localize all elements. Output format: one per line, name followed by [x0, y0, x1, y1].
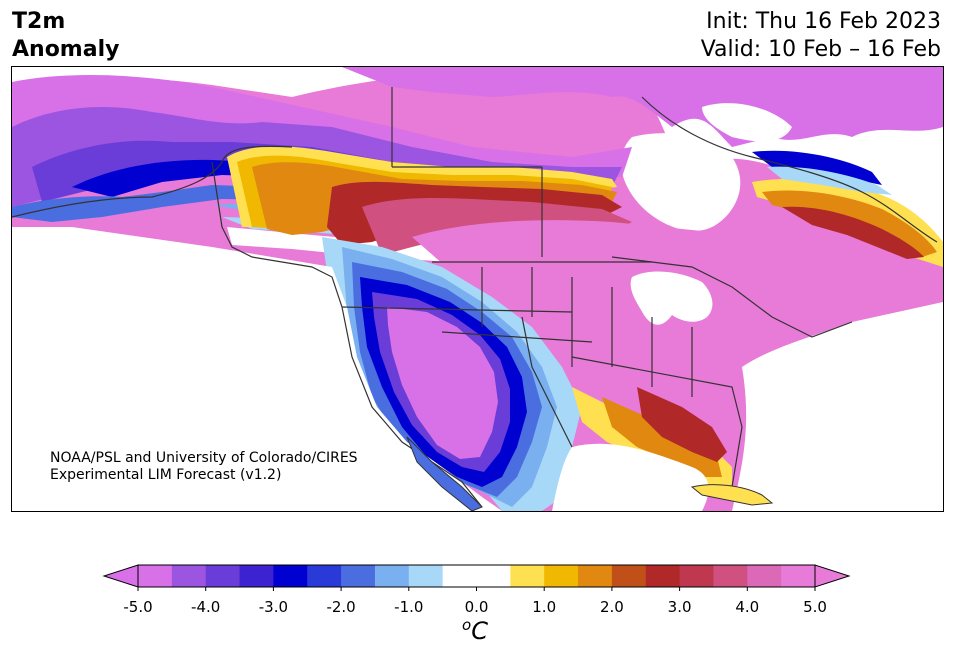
colorbar-unit: oC — [462, 616, 488, 645]
colorbar-swatch — [578, 565, 613, 587]
arctic-islands — [342, 67, 943, 147]
colorbar-tick-label: -1.0 — [394, 598, 423, 616]
colorbar-swatch — [747, 565, 782, 587]
colorbar-swatch — [138, 565, 173, 587]
baja-tip — [406, 436, 483, 511]
anomaly-map: NOAA/PSL and University of Colorado/CIRE… — [11, 66, 944, 512]
colorbar-swatch — [544, 565, 579, 587]
colorbar-tick-label: -3.0 — [259, 598, 288, 616]
colorbar-swatch — [239, 565, 274, 587]
forecast-dates: Init: Thu 16 Feb 2023 Valid: 10 Feb – 16… — [701, 8, 941, 64]
unit-letter: C — [471, 617, 488, 645]
great-lakes — [630, 271, 713, 325]
colorbar-swatch — [341, 565, 376, 587]
title-line-1: T2m — [12, 9, 66, 34]
valid-range: Valid: 10 Feb – 16 Feb — [700, 37, 941, 62]
colorbar-swatch — [781, 565, 816, 587]
colorbar-tick-label: -5.0 — [123, 598, 152, 616]
colorbar-ticks: -5.0 -4.0 -3.0 -2.0 -1.0 0.0 1.0 2.0 3.0 4.0 5.0 — [123, 587, 827, 616]
cuba — [690, 484, 774, 506]
hudson-bay — [621, 133, 741, 231]
colorbar-swatches — [102, 564, 851, 588]
title-line-2: Anomaly — [12, 37, 120, 62]
colorbar-swatch — [713, 565, 748, 587]
anomaly-map-svg — [12, 67, 943, 511]
alaska-cold-purple — [12, 107, 622, 207]
colorbar-tick-label: 2.0 — [600, 598, 624, 616]
colorbar-tick-label: -2.0 — [326, 598, 355, 616]
colorbar-swatch — [645, 565, 681, 587]
unit-degree: o — [462, 616, 472, 634]
colorbar-tick-label: -4.0 — [191, 598, 220, 616]
colorbar-swatch — [307, 565, 342, 587]
hudson-strait — [702, 103, 792, 142]
colorbar-over-arrow — [814, 564, 851, 588]
colorbar-swatch — [510, 565, 545, 587]
colorbar-tick-label: 1.0 — [532, 598, 556, 616]
west-magenta-core — [387, 307, 498, 459]
credit-text: NOAA/PSL and University of Colorado/CIRE… — [50, 450, 358, 484]
colorbar-swatch — [442, 565, 477, 587]
colorbar-swatch — [374, 565, 410, 587]
map-title: T2m Anomaly — [12, 8, 119, 64]
east-canada-red — [782, 206, 924, 259]
colorbar-tick-label: 3.0 — [668, 598, 692, 616]
colorbar-tick-label: 5.0 — [803, 598, 827, 616]
gulf-red — [637, 387, 727, 462]
colorbar-swatch — [611, 565, 647, 587]
east-canada-paleblue — [767, 166, 892, 195]
init-date: Init: Thu 16 Feb 2023 — [706, 9, 941, 34]
colorbar-tick-label: 0.0 — [465, 598, 489, 616]
colorbar-swatch — [171, 565, 207, 587]
pacific-ocean — [12, 227, 502, 511]
colorbar-tick-label: 4.0 — [735, 598, 759, 616]
colorbar-swatch — [273, 565, 308, 587]
atlantic-ocean — [732, 302, 943, 511]
gulf-of-mexico — [552, 443, 709, 511]
colorbar-swatch — [476, 565, 511, 587]
credit-line-2: Experimental LIM Forecast (v1.2) — [50, 467, 282, 483]
colorbar-swatch — [408, 565, 444, 587]
colorbar-swatch — [205, 565, 241, 587]
colorbar-swatch — [679, 565, 714, 587]
credit-line-1: NOAA/PSL and University of Colorado/CIRE… — [50, 450, 358, 466]
colorbar-under-arrow — [102, 564, 139, 588]
